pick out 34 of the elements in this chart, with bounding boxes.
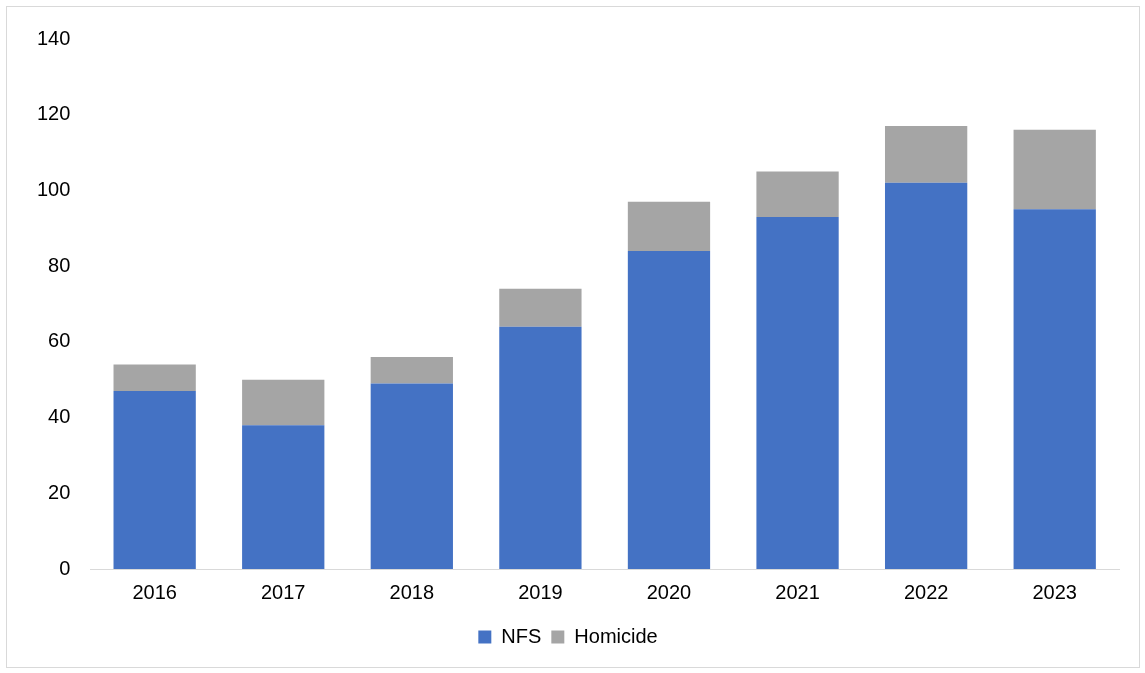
bar xyxy=(1013,209,1096,569)
x-tick-label: 2020 xyxy=(646,580,692,603)
bar xyxy=(884,182,968,569)
bar xyxy=(242,425,325,569)
y-tick-label: 60 xyxy=(48,329,71,352)
bar xyxy=(756,216,839,569)
x-tick-label: 2019 xyxy=(518,580,563,603)
y-tick-label: 80 xyxy=(48,253,71,276)
x-tick-label: 2022 xyxy=(903,580,949,603)
y-tick-label: 0 xyxy=(59,556,71,579)
y-tick-label: 20 xyxy=(48,480,71,503)
x-tick-label: 2021 xyxy=(775,580,820,603)
bar xyxy=(627,251,711,569)
legend-label: NFS xyxy=(501,624,542,647)
x-tick-label: 2018 xyxy=(389,580,435,603)
bar xyxy=(113,391,196,569)
y-tick-label: 120 xyxy=(36,102,71,125)
bar xyxy=(1013,129,1096,210)
x-tick-label: 2017 xyxy=(260,580,306,603)
bar xyxy=(499,326,582,569)
y-tick-label: 40 xyxy=(48,405,71,428)
x-tick-label: 2023 xyxy=(1032,580,1077,603)
y-tick-label: 140 xyxy=(36,26,71,49)
bar xyxy=(884,126,968,183)
legend-label: Homicide xyxy=(574,624,658,647)
bar xyxy=(370,383,453,569)
bar xyxy=(242,379,325,426)
y-tick-label: 100 xyxy=(36,177,71,200)
bar xyxy=(370,357,453,384)
x-tick-label: 2016 xyxy=(132,580,177,603)
bar xyxy=(499,288,582,327)
bar xyxy=(113,364,196,392)
bar xyxy=(756,171,839,217)
bar xyxy=(627,201,711,251)
